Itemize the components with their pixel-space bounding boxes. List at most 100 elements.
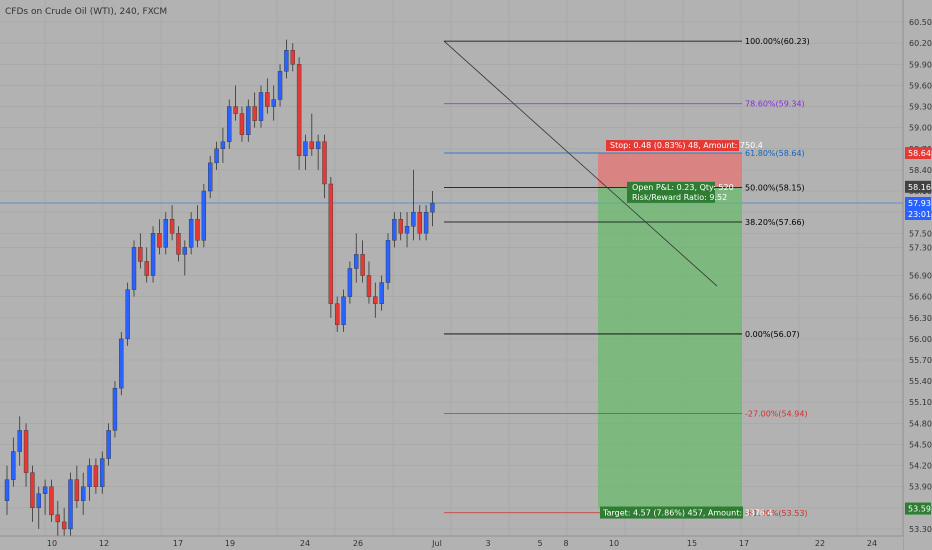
time-tick-label: 24	[867, 539, 877, 548]
trend-line[interactable]	[443, 40, 718, 287]
price-tick-label: 59.60	[909, 81, 932, 90]
price-axis-badge-label: 57.93	[908, 199, 931, 208]
price-axis-badge-label: 53.59	[908, 505, 931, 514]
candle-body	[227, 106, 232, 142]
candle-body	[404, 226, 410, 234]
time-tick-label: 10	[47, 539, 57, 548]
time-tick-label: 17	[173, 539, 183, 548]
fibonacci-retracement[interactable]: 100.00%(60.23) 78.60%(59.34) 61.80%(58.64)…	[444, 37, 810, 518]
candle-body	[423, 211, 429, 234]
stop-label-box	[606, 140, 739, 152]
candle-body	[360, 254, 365, 276]
price-axis-badge-label: 23:01	[908, 210, 931, 219]
candle-body	[417, 211, 422, 234]
price-tick-label: 55.10	[909, 398, 932, 407]
price-tick-label: 55.70	[909, 356, 932, 365]
candle-body	[176, 233, 181, 255]
position-tool[interactable]	[598, 153, 742, 509]
stop-zone	[598, 153, 742, 187]
price-axis-badge	[905, 180, 931, 193]
candle-body	[131, 247, 137, 290]
price-tick-label: 58.40	[909, 166, 932, 175]
price-tick-label: 54.80	[909, 419, 932, 428]
candle-body	[150, 233, 156, 276]
time-axis[interactable]: 10 12 17 19 24 26 Jul 3 5 8 10 15 17 22 24	[0, 535, 903, 550]
time-tick-label: 24	[300, 539, 310, 548]
candle-body	[100, 458, 105, 487]
fib-level-label: 100.00%(60.23)	[745, 37, 810, 46]
price-tick-label: 53.30	[909, 525, 932, 534]
price-tick-label: 56.30	[909, 314, 932, 323]
candle-body	[220, 141, 226, 149]
price-tick-label: 56.00	[909, 335, 932, 344]
candle-body	[290, 50, 295, 65]
candle-body	[411, 211, 416, 227]
candle-body	[74, 479, 80, 501]
candle-body	[4, 479, 10, 501]
price-tick-label: 54.20	[909, 462, 932, 471]
price-axis-badge	[905, 208, 931, 221]
candle-body	[49, 486, 54, 516]
candle-body	[335, 303, 340, 325]
price-axis[interactable]: 60.5060.2059.9059.6059.3059.0058.7058.40…	[902, 0, 932, 550]
stop-label: Stop: 0.48 (0.83%) 48, Amount: 750.4	[610, 141, 763, 150]
candle-body	[195, 218, 200, 241]
candle-body	[233, 106, 238, 114]
fib-level-label: -27.00%(54.94)	[745, 410, 808, 419]
candle-body	[23, 430, 29, 473]
candle-body	[36, 493, 41, 509]
candle-body	[30, 472, 35, 509]
candle-body	[138, 247, 143, 262]
candle-body	[341, 296, 346, 326]
time-tick-label: 12	[99, 539, 109, 548]
price-tick-label: 59.30	[909, 103, 932, 112]
fib-level-label: 78.60%(59.34)	[745, 100, 805, 109]
candle-body	[309, 141, 314, 149]
candle-body	[119, 338, 124, 389]
price-tick-label: 56.60	[909, 293, 932, 302]
time-tick-label: 5	[537, 539, 542, 548]
time-axis-bg	[0, 536, 903, 550]
fib-level-label: -61.00%(53.53)	[745, 509, 808, 518]
candles	[4, 39, 435, 536]
time-tick-label: Jul	[431, 539, 442, 548]
candle-body	[385, 240, 391, 283]
price-axis-badge	[905, 502, 931, 515]
candle-body	[398, 218, 403, 234]
position-labels: Stop: 0.48 (0.83%) 48, Amount: 750.4 Open…	[600, 140, 773, 519]
candle-body	[322, 141, 327, 185]
candle-body	[239, 113, 245, 135]
price-tick-label: 57.50	[909, 229, 932, 238]
time-tick-label: 15	[687, 539, 697, 548]
candle-body	[93, 465, 99, 487]
candle-body	[125, 289, 130, 340]
candle-body	[112, 387, 118, 431]
time-tick-label: 3	[485, 539, 490, 548]
candle-body	[169, 218, 175, 234]
candle-body	[328, 183, 334, 304]
candle-body	[214, 148, 219, 164]
pnl-label-box	[627, 181, 715, 203]
candle-body	[87, 465, 92, 487]
candle-body	[271, 99, 276, 107]
candle-body	[157, 233, 162, 248]
time-tick-label: 22	[815, 539, 825, 548]
candle-body	[182, 247, 188, 255]
time-tick-label: 19	[225, 539, 235, 548]
price-axis-badge-label: 58.64	[908, 149, 931, 158]
price-tick-label: 53.90	[909, 483, 932, 492]
candle-body	[315, 141, 321, 149]
candle-body	[17, 430, 22, 452]
candle-body	[68, 479, 73, 530]
candle-body	[296, 64, 302, 157]
fib-level-label: 38.20%(57.66)	[745, 218, 805, 227]
candle-body	[201, 190, 207, 241]
pnl-label-line1: Open P&L: 0.23, Qty: 520	[632, 183, 734, 192]
candle-body	[61, 521, 67, 530]
target-zone	[598, 186, 742, 509]
price-tick-label: 56.90	[909, 272, 932, 281]
candle-body	[106, 430, 111, 459]
candle-body	[277, 71, 283, 100]
